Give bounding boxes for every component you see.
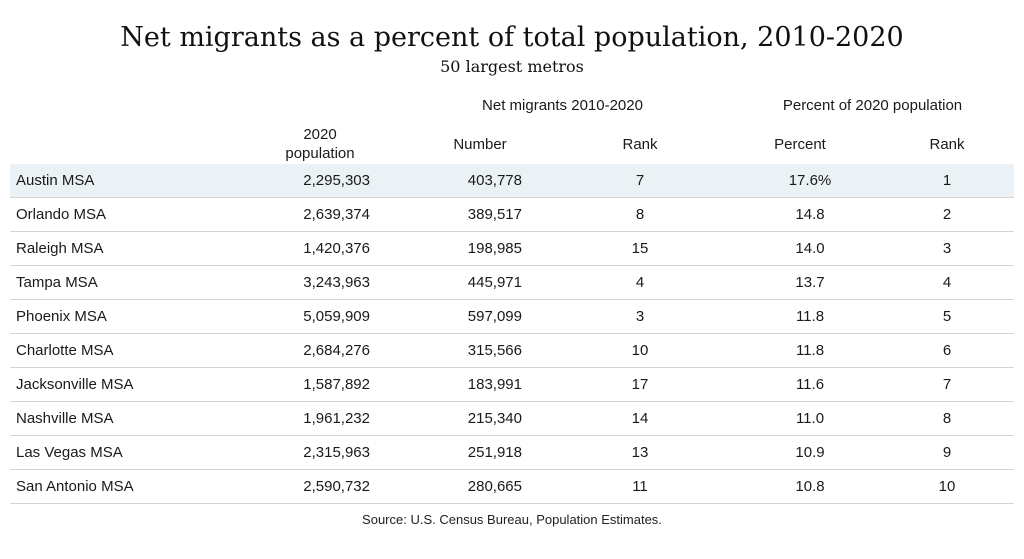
row-population: 2,639,374 [303,206,370,223]
row-percent-rank: 3 [942,240,952,257]
row-net-migrants-rank: 17 [631,376,649,393]
row-percent-rank: 4 [942,274,952,291]
row-percent: 11.0 [795,410,825,427]
row-net-migrants-rank: 8 [635,206,645,223]
row-name: San Antonio MSA [16,478,134,495]
row-name: Las Vegas MSA [16,444,123,461]
row-net-migrants-rank: 4 [635,274,645,291]
row-percent: 10.9 [795,444,825,461]
column-header-population-line1: 2020 [303,126,337,143]
table-row: Nashville MSA 1,961,232 215,340 14 11.0 8 [10,402,1014,436]
table-row: Charlotte MSA 2,684,276 315,566 10 11.8 6 [10,334,1014,368]
row-net-migrants-rank: 10 [631,342,649,359]
row-net-migrants: 597,099 [467,308,522,325]
row-population: 2,684,276 [303,342,370,359]
row-percent-rank: 8 [942,410,952,427]
row-percent-rank: 10 [938,478,956,495]
table-row: Raleigh MSA 1,420,376 198,985 15 14.0 3 [10,232,1014,266]
row-percent-rank: 2 [942,206,952,223]
row-percent-rank: 5 [942,308,952,325]
row-percent: 11.6 [795,376,825,393]
table-row: Tampa MSA 3,243,963 445,971 4 13.7 4 [10,266,1014,300]
row-net-migrants-rank: 14 [631,410,649,427]
row-name: Jacksonville MSA [16,376,134,393]
row-percent-rank: 9 [942,444,952,461]
row-net-migrants: 251,918 [467,444,522,461]
column-header-percent: Percent [774,136,826,153]
row-net-migrants-rank: 7 [635,172,645,189]
source-note: Source: U.S. Census Bureau, Population E… [362,512,662,527]
row-net-migrants: 280,665 [467,478,522,495]
row-net-migrants: 215,340 [467,410,522,427]
row-percent: 13.7 [795,274,825,291]
row-name: Phoenix MSA [16,308,107,325]
row-percent-rank: 7 [942,376,952,393]
row-percent-rank: 1 [942,172,952,189]
group-header-net-migrants: Net migrants 2010-2020 [482,97,643,114]
row-population: 2,315,963 [303,444,370,461]
row-name: Austin MSA [16,172,95,189]
row-net-migrants: 315,566 [467,342,522,359]
row-percent-rank: 6 [942,342,952,359]
row-population: 1,420,376 [303,240,370,257]
row-percent: 14.8 [795,206,825,223]
row-net-migrants: 198,985 [467,240,522,257]
row-percent: 11.8 [795,308,825,325]
group-header-percent-population: Percent of 2020 population [782,97,963,114]
column-header-rank: Rank [622,136,658,153]
row-net-migrants: 389,517 [467,206,522,223]
column-header-population: 2020 population [270,125,370,163]
row-percent: 14.0 [795,240,825,257]
row-population: 2,590,732 [303,478,370,495]
row-percent: 11.8 [795,342,825,359]
row-name: Tampa MSA [16,274,98,291]
row-net-migrants: 403,778 [467,172,522,189]
row-name: Orlando MSA [16,206,107,223]
table-row: San Antonio MSA 2,590,732 280,665 11 10.8 10 [10,470,1014,504]
table-row: Austin MSA 2,295,303 403,778 7 17.6% 1 [10,164,1014,198]
column-header-number: Number [453,136,507,153]
table-row: Phoenix MSA 5,059,909 597,099 3 11.8 5 [10,300,1014,334]
chart-title: Net migrants as a percent of total popul… [120,22,904,53]
row-net-migrants-rank: 11 [632,478,648,495]
row-net-migrants: 445,971 [467,274,522,291]
row-population: 2,295,303 [303,172,370,189]
row-population: 3,243,963 [303,274,370,291]
row-net-migrants-rank: 3 [635,308,645,325]
row-population: 1,587,892 [303,376,370,393]
row-percent: 10.8 [795,478,825,495]
row-population: 1,961,232 [303,410,370,427]
chart-subtitle: 50 largest metros [440,57,584,76]
table-row: Orlando MSA 2,639,374 389,517 8 14.8 2 [10,198,1014,232]
row-net-migrants-rank: 15 [631,240,649,257]
row-percent: 17.6% [788,172,832,189]
column-header-percent-rank: Rank [929,136,965,153]
data-table: Austin MSA 2,295,303 403,778 7 17.6% 1 Orlando… [10,164,1014,504]
column-header-population-line2: population [285,145,355,162]
row-name: Nashville MSA [16,410,114,427]
row-population: 5,059,909 [303,308,370,325]
table-row: Las Vegas MSA 2,315,963 251,918 13 10.9 9 [10,436,1014,470]
row-name: Raleigh MSA [16,240,104,257]
row-net-migrants: 183,991 [467,376,522,393]
row-name: Charlotte MSA [16,342,114,359]
table-row: Jacksonville MSA 1,587,892 183,991 17 11.6 7 [10,368,1014,402]
row-net-migrants-rank: 13 [631,444,649,461]
